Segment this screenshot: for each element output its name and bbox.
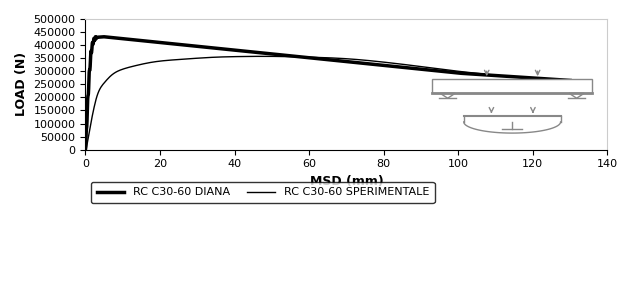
RC C30-60 SPERIMENTALE bbox=[82, 148, 89, 151]
RC C30-60 DIANA bbox=[92, 37, 100, 40]
Legend: RC C30-60 DIANA, RC C30-60 SPERIMENTALE: RC C30-60 DIANA, RC C30-60 SPERIMENTALE bbox=[91, 182, 435, 203]
RC C30-60 SPERIMENTALE bbox=[260, 54, 267, 58]
Line: RC C30-60 DIANA: RC C30-60 DIANA bbox=[85, 37, 570, 150]
RC C30-60 SPERIMENTALE bbox=[567, 80, 574, 84]
RC C30-60 SPERIMENTALE bbox=[313, 56, 320, 59]
RC C30-60 DIANA bbox=[91, 38, 98, 41]
RC C30-60 DIANA bbox=[469, 72, 477, 76]
Line: RC C30-60 SPERIMENTALE: RC C30-60 SPERIMENTALE bbox=[85, 56, 570, 150]
RC C30-60 DIANA bbox=[345, 60, 353, 64]
Y-axis label: LOAD (N): LOAD (N) bbox=[15, 52, 28, 116]
RC C30-60 SPERIMENTALE bbox=[480, 72, 487, 76]
RC C30-60 DIANA bbox=[100, 35, 108, 39]
RC C30-60 SPERIMENTALE bbox=[556, 79, 563, 82]
RC C30-60 SPERIMENTALE bbox=[371, 59, 379, 63]
RC C30-60 SPERIMENTALE bbox=[316, 56, 323, 59]
RC C30-60 DIANA bbox=[567, 79, 574, 82]
X-axis label: MSD (mm): MSD (mm) bbox=[310, 175, 384, 188]
RC C30-60 DIANA bbox=[266, 52, 274, 56]
RC C30-60 DIANA bbox=[85, 92, 92, 95]
RC C30-60 DIANA bbox=[82, 148, 89, 151]
RC C30-60 SPERIMENTALE bbox=[345, 57, 353, 61]
